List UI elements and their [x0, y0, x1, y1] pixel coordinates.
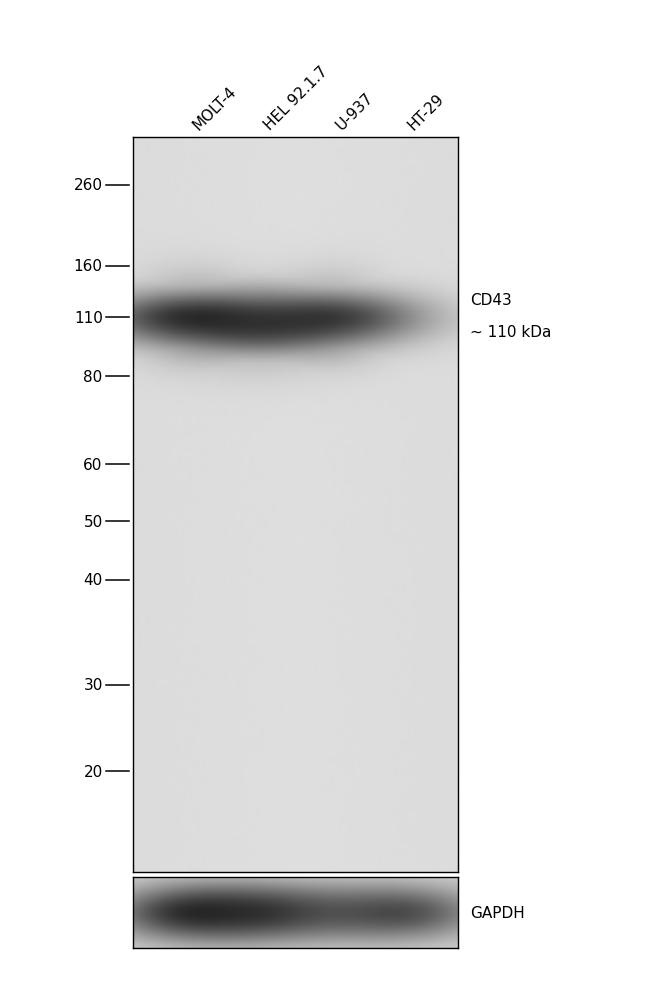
Text: CD43: CD43 — [470, 293, 512, 308]
Text: 30: 30 — [83, 677, 103, 693]
Text: 160: 160 — [73, 259, 103, 274]
Text: 40: 40 — [83, 573, 103, 588]
Text: 20: 20 — [83, 764, 103, 779]
Text: 110: 110 — [74, 311, 103, 325]
Text: U-937: U-937 — [333, 90, 376, 133]
Text: GAPDH: GAPDH — [470, 905, 525, 921]
Text: 50: 50 — [83, 514, 103, 528]
Text: HT-29: HT-29 — [404, 91, 447, 133]
Text: 260: 260 — [73, 178, 103, 193]
Text: 80: 80 — [83, 370, 103, 385]
Text: HEL 92.1.7: HEL 92.1.7 — [261, 64, 331, 133]
Text: 60: 60 — [83, 458, 103, 472]
Text: MOLT-4: MOLT-4 — [190, 84, 239, 133]
Text: ~ 110 kDa: ~ 110 kDa — [470, 324, 551, 339]
